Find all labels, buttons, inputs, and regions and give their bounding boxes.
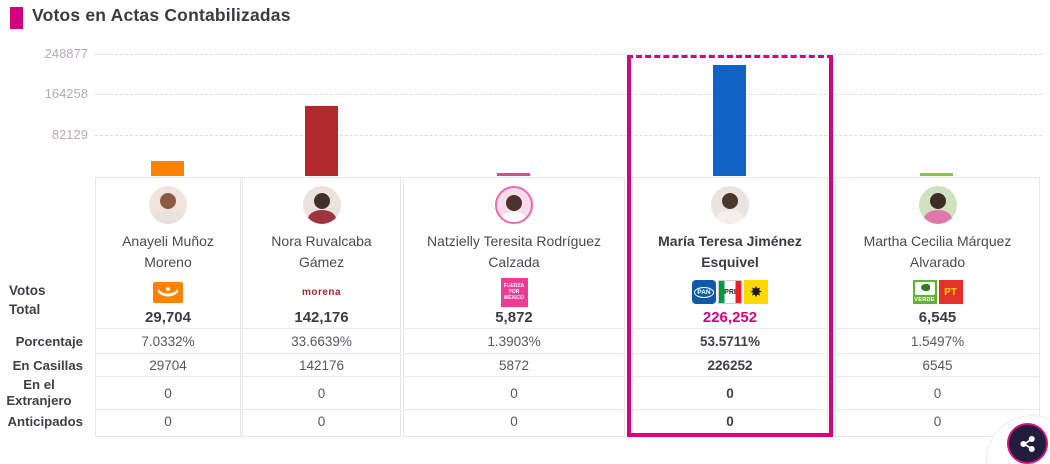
row-label-en-casillas: En Casillas xyxy=(12,357,83,373)
votes-total-value: 142,176 xyxy=(294,309,349,326)
en-casillas-value: 6545 xyxy=(836,353,1039,376)
en-casillas-value: 5872 xyxy=(404,353,624,376)
anticipados-value: 0 xyxy=(96,409,240,432)
candidate-photo xyxy=(918,186,957,224)
anticipados-value: 0 xyxy=(404,409,624,432)
candidate-photo xyxy=(495,186,533,224)
party-logo-pt-icon: PT xyxy=(938,280,963,304)
votes-total-value: 226,252 xyxy=(702,309,758,326)
gridline xyxy=(95,94,1042,95)
gridline xyxy=(95,135,1042,136)
bar-martha-marquez xyxy=(920,173,953,176)
row-label-votos-total: Votos Total xyxy=(9,283,46,317)
party-logo-fuerza-por-mexico-icon: FUERZA POR MÉXICO xyxy=(500,277,528,307)
en-el-extranjero-value: 0 xyxy=(96,376,240,409)
en-casillas-value: 29704 xyxy=(96,353,240,376)
candidate-name: Anayeli Muñoz Moreno xyxy=(122,233,214,270)
party-logo-pri-icon: PRI xyxy=(718,280,742,304)
party-logo-pan-icon: PAN xyxy=(692,280,716,304)
anticipados-value: 0 xyxy=(836,409,1039,432)
row-label-anticipados: Anticipados xyxy=(7,413,83,429)
row-label-en-el-extranjero: En el Extranjero xyxy=(6,377,72,408)
candidate-card-nora-ruvalcaba: Nora Ruvalcaba Gámez morena 142,176 33.6… xyxy=(242,177,401,437)
candidate-name: María Teresa Jiménez Esquivel xyxy=(658,233,802,270)
candidate-name: Natzielly Teresita Rodríguez Calzada xyxy=(426,233,602,270)
candidate-photo xyxy=(302,186,341,224)
share-icon xyxy=(1019,435,1035,452)
porcentaje-value: 53.5711% xyxy=(633,328,827,353)
candidate-name: Nora Ruvalcaba Gámez xyxy=(271,233,372,270)
bar-nora-ruvalcaba xyxy=(305,106,338,176)
anticipados-value: 0 xyxy=(633,409,827,432)
row-label-porcentaje: Porcentaje xyxy=(15,333,83,349)
bar-natzielly-rodriguez xyxy=(497,173,530,176)
candidate-card-maria-teresa-jimenez: María Teresa Jiménez Esquivel PAN PRI ✸ … xyxy=(632,177,828,437)
candidate-card-martha-marquez: Martha Cecilia Márquez Alvarado VERDE PT… xyxy=(835,177,1040,437)
votes-total-value: 6,545 xyxy=(918,309,957,326)
votes-total-value: 29,704 xyxy=(145,309,191,326)
porcentaje-value: 7.0332% xyxy=(96,328,240,353)
page-title: Votos en Actas Contabilizadas xyxy=(32,5,291,25)
party-logo-mc-icon xyxy=(153,281,183,303)
party-logo-morena-icon: morena xyxy=(301,286,342,298)
en-casillas-value: 226252 xyxy=(633,353,827,376)
candidate-photo xyxy=(711,186,749,224)
title-accent-square xyxy=(10,7,23,29)
porcentaje-value: 1.5497% xyxy=(836,328,1039,353)
en-el-extranjero-value: 0 xyxy=(633,376,827,409)
party-logo-prd-icon: ✸ xyxy=(744,280,768,304)
en-el-extranjero-value: 0 xyxy=(404,376,624,409)
porcentaje-value: 1.3903% xyxy=(404,328,624,353)
en-casillas-value: 142176 xyxy=(243,353,400,376)
bar-anayeli-munoz xyxy=(151,161,184,176)
candidate-card-anayeli-munoz: Anayeli Muñoz Moreno 29,704 7.0332% 2970… xyxy=(95,177,241,437)
bar-maria-teresa-jimenez xyxy=(713,65,746,176)
votes-total-value: 5,872 xyxy=(495,309,533,326)
candidate-card-natzielly-rodriguez: Natzielly Teresita Rodríguez Calzada FUE… xyxy=(403,177,625,437)
y-axis-tick: 164258 xyxy=(44,86,88,101)
y-axis-tick: 248877 xyxy=(44,46,88,61)
anticipados-value: 0 xyxy=(243,409,400,432)
candidate-photo xyxy=(149,186,187,224)
y-axis-tick: 82129 xyxy=(51,127,88,142)
row-labels-column: Votos Total Porcentaje En Casillas En el… xyxy=(0,178,88,436)
party-logo-verde-icon: VERDE xyxy=(912,280,937,304)
share-button[interactable] xyxy=(1007,423,1048,464)
en-el-extranjero-value: 0 xyxy=(836,376,1039,409)
en-el-extranjero-value: 0 xyxy=(243,376,400,409)
candidate-name: Martha Cecilia Márquez Alvarado xyxy=(863,233,1012,270)
gridline xyxy=(95,54,1042,55)
porcentaje-value: 33.6639% xyxy=(243,328,400,353)
